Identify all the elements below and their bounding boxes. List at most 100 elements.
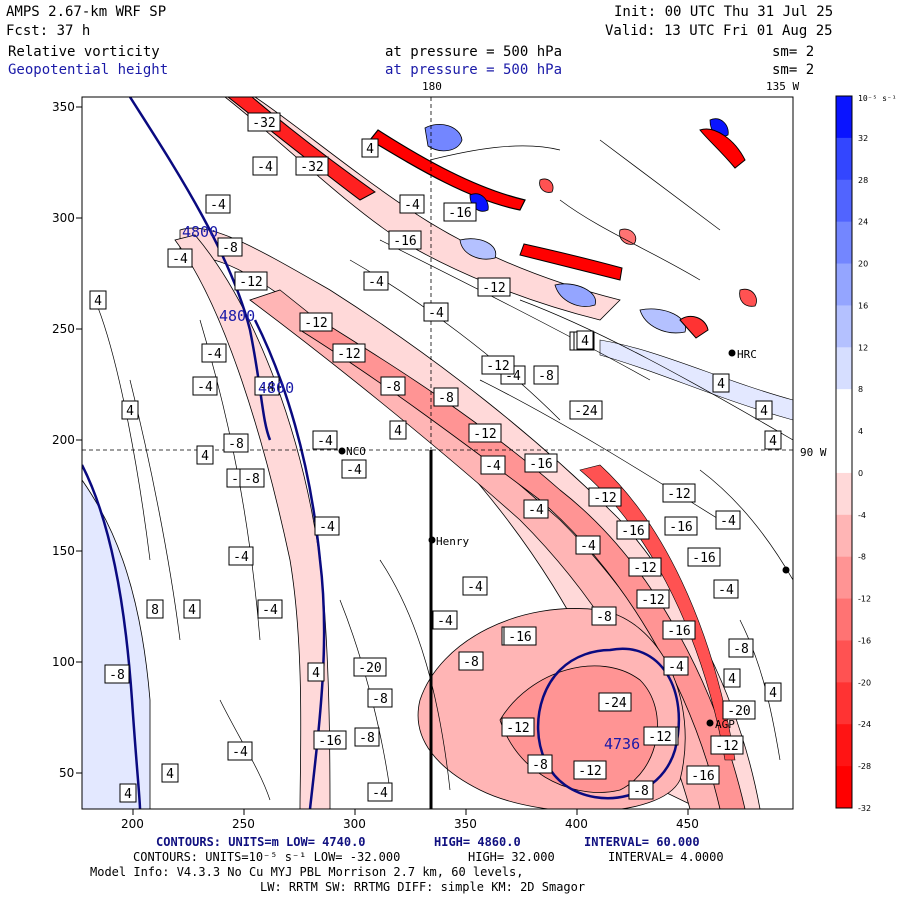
svg-text:-16: -16 bbox=[508, 630, 531, 645]
svg-text:4: 4 bbox=[312, 666, 320, 681]
colorbar-swatch bbox=[836, 556, 852, 600]
contour-label: -32 bbox=[295, 156, 329, 176]
svg-text:4: 4 bbox=[581, 334, 589, 349]
svg-text:-20: -20 bbox=[358, 661, 381, 676]
station-hrc: HRC bbox=[737, 348, 757, 361]
svg-text:4: 4 bbox=[394, 424, 402, 439]
footer-model-info: Model Info: V4.3.3 No Cu MYJ PBL Morriso… bbox=[90, 865, 524, 879]
contour-label: 4 bbox=[723, 668, 741, 688]
svg-text:-4: -4 bbox=[172, 252, 188, 267]
x-tick-250: 250 bbox=[232, 817, 255, 831]
colorbar-swatch bbox=[836, 640, 852, 683]
contour-label: -12 bbox=[501, 717, 535, 737]
svg-text:4: 4 bbox=[201, 449, 209, 464]
svg-text:-4: -4 bbox=[428, 306, 444, 321]
contour-label: -4 bbox=[254, 376, 280, 396]
svg-text:-4: -4 bbox=[485, 459, 501, 474]
svg-text:-16: -16 bbox=[318, 734, 341, 749]
contour-label: 4 bbox=[89, 290, 107, 310]
colorbar-label: -20 bbox=[858, 678, 871, 687]
contour-label: -4 bbox=[167, 248, 193, 268]
svg-text:-8: -8 bbox=[244, 472, 260, 487]
contour-label: -12 bbox=[477, 277, 511, 297]
colorbar-label: -32 bbox=[858, 804, 871, 813]
contour-label: -16 bbox=[503, 626, 537, 646]
colorbar-unit: 10⁻⁵ s⁻¹ bbox=[858, 94, 897, 103]
contour-label: -8 bbox=[367, 688, 393, 708]
lon-label-180: 180 bbox=[422, 80, 442, 93]
svg-text:-4: -4 bbox=[368, 275, 384, 290]
station-henry: Henry bbox=[436, 535, 470, 548]
svg-text:-8: -8 bbox=[385, 380, 401, 395]
svg-text:4: 4 bbox=[366, 142, 374, 157]
contour-label: -4 bbox=[575, 535, 601, 555]
contour-label: -12 bbox=[468, 423, 502, 443]
contour-label: -8 bbox=[527, 754, 553, 774]
contour-label: -12 bbox=[662, 483, 696, 503]
vorticity-shading bbox=[82, 97, 793, 809]
contour-label: -4 bbox=[663, 656, 689, 676]
svg-text:-12: -12 bbox=[337, 347, 360, 362]
svg-text:-12: -12 bbox=[648, 730, 671, 745]
contour-label: -8 bbox=[223, 433, 249, 453]
contour-label: -4 bbox=[228, 546, 254, 566]
footer-height-contours: CONTOURS: UNITS=m LOW= 4740.0 bbox=[156, 835, 366, 849]
svg-text:-20: -20 bbox=[727, 704, 750, 719]
svg-text:-8: -8 bbox=[372, 692, 388, 707]
station-nco: NCO bbox=[346, 445, 366, 458]
colorbar-label: 32 bbox=[858, 134, 868, 143]
footer-height-interval: INTERVAL= 60.000 bbox=[584, 835, 700, 849]
svg-text:4: 4 bbox=[769, 434, 777, 449]
contour-label: -12 bbox=[588, 487, 622, 507]
contour-label: 4 bbox=[712, 373, 730, 393]
contour-label: -12 bbox=[628, 557, 662, 577]
svg-text:-12: -12 bbox=[304, 316, 327, 331]
contour-label: 4 bbox=[755, 400, 773, 420]
colorbar-label: 12 bbox=[858, 343, 868, 352]
svg-text:-8: -8 bbox=[463, 655, 479, 670]
contour-label: -8 bbox=[533, 365, 559, 385]
contour-label: -4 bbox=[192, 376, 218, 396]
contour-label: -16 bbox=[388, 230, 422, 250]
contour-label: -8 bbox=[591, 606, 617, 626]
contour-label: -8 bbox=[458, 651, 484, 671]
svg-text:4: 4 bbox=[760, 404, 768, 419]
contour-label: -16 bbox=[686, 765, 720, 785]
svg-text:-4: -4 bbox=[528, 503, 544, 518]
colorbar-swatch bbox=[836, 263, 852, 306]
height-label-4800-a: 4800 bbox=[182, 223, 219, 241]
contour-label: 4 bbox=[196, 445, 214, 465]
svg-text:-16: -16 bbox=[691, 769, 714, 784]
contour-label: -4 bbox=[399, 194, 425, 214]
contour-label: -4 bbox=[432, 610, 458, 630]
contour-label: -16 bbox=[664, 516, 698, 536]
svg-text:-4: -4 bbox=[317, 434, 333, 449]
colorbar-swatch bbox=[836, 598, 852, 641]
svg-text:-4: -4 bbox=[346, 463, 362, 478]
field1-pressure: at pressure = 500 hPa bbox=[385, 44, 563, 60]
init-time: Init: 00 UTC Thu 31 Jul 25 bbox=[614, 4, 834, 20]
svg-text:-4: -4 bbox=[668, 660, 684, 675]
svg-text:-4: -4 bbox=[319, 520, 335, 535]
contour-label: -12 bbox=[234, 271, 268, 291]
svg-text:-4: -4 bbox=[197, 380, 213, 395]
colorbar-swatch bbox=[836, 724, 852, 767]
contour-label: 4 bbox=[307, 662, 325, 682]
colorbar-label: 24 bbox=[858, 218, 868, 227]
contour-label: -4 bbox=[713, 579, 739, 599]
colorbar-label: 16 bbox=[858, 301, 868, 310]
svg-text:-4: -4 bbox=[467, 580, 483, 595]
contour-label: -8 bbox=[354, 727, 380, 747]
y-tick-200: 200 bbox=[52, 433, 75, 447]
contour-label: 4 bbox=[576, 330, 594, 350]
contour-labels: -32 -4 -32 4 -4 -16 -4 -16 -4 -8 -4 -12 -12 -4 -12 4 -12… bbox=[89, 112, 782, 803]
svg-text:4: 4 bbox=[126, 404, 134, 419]
colorbar-label: 4 bbox=[858, 427, 863, 436]
contour-label: -16 bbox=[616, 520, 650, 540]
svg-text:-12: -12 bbox=[593, 491, 616, 506]
station-agp-marker bbox=[706, 719, 714, 727]
colorbar-label: 8 bbox=[858, 385, 863, 394]
colorbar-swatch bbox=[836, 682, 852, 725]
colorbar-label: -16 bbox=[858, 636, 871, 645]
colorbar-swatch bbox=[836, 431, 852, 474]
